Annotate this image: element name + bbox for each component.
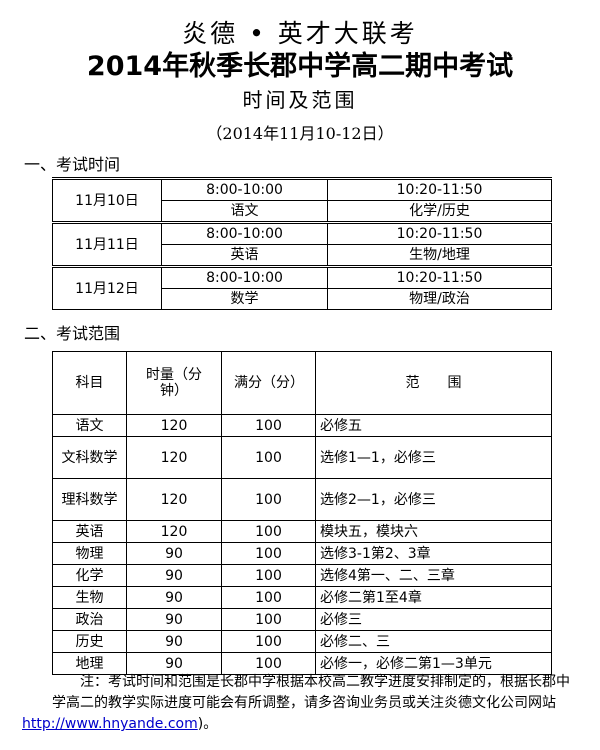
duration: 120: [126, 436, 222, 479]
exam-subject: 数学: [161, 288, 328, 310]
brand-title: 炎德 • 英才大联考: [182, 19, 418, 48]
duration: 90: [126, 586, 222, 609]
full-score: 100: [221, 564, 316, 587]
exam-subject: 物理/政治: [327, 288, 552, 310]
scope: 选修1—1，必修三: [315, 436, 552, 479]
website-link[interactable]: http://www.hnyande.com: [22, 716, 198, 732]
subject: 地理: [52, 652, 127, 675]
subject: 生物: [52, 586, 127, 609]
full-score: 100: [221, 478, 316, 521]
time-slot: 8:00-10:00: [161, 221, 328, 245]
schedule-row: 语文 化学/历史: [53, 200, 552, 223]
section-heading-scope: 二、考试范围: [24, 324, 121, 343]
time-slot: 10:20-11:50: [327, 221, 552, 245]
schedule-row: 11月12日 8:00-10:00 10:20-11:50: [52, 265, 552, 310]
note-text: 注：考试时间和范围是长郡中学根据本校高二教学进度安排制定的，根据长郡中学高二的教…: [52, 674, 570, 711]
schedule-row: 11月10日 8:00-10:00 10:20-11:50: [52, 178, 552, 223]
scope: 模块五，模块六: [315, 520, 552, 543]
duration: 90: [126, 608, 222, 631]
full-score: 100: [221, 630, 316, 653]
table-row: 语文 120 100 必修五: [52, 414, 552, 437]
full-score: 100: [221, 520, 316, 543]
scope: 必修一，必修二第1—3单元: [315, 652, 552, 675]
subject: 语文: [52, 414, 127, 437]
schedule-row: 数学 物理/政治: [53, 288, 552, 310]
table-row: 历史 90 100 必修二、三: [52, 630, 552, 653]
exam-dates: （2014年11月10-12日）: [206, 124, 394, 143]
column-header: 满分（分）: [221, 351, 316, 415]
note-tail: )。: [197, 716, 218, 732]
table-row: 政治 90 100 必修三: [52, 608, 552, 631]
time-slot: 8:00-10:00: [161, 178, 328, 201]
scope: 选修3-1第2、3章: [315, 542, 552, 565]
page-subtitle: 时间及范围: [242, 88, 358, 112]
scope: 必修二、三: [315, 630, 552, 653]
scope-table: 科目 时量（分钟） 满分（分）范 围语文 120 100 必修五 文科数学 120 100 选修1…: [52, 351, 552, 675]
exam-date: 11月12日: [52, 265, 162, 310]
duration: 90: [126, 564, 222, 587]
column-header: 科目: [52, 351, 127, 415]
scope: 选修2—1，必修三: [315, 478, 552, 521]
subject: 历史: [52, 630, 127, 653]
exam-date: 11月11日: [52, 221, 162, 267]
subject: 政治: [52, 608, 127, 631]
full-score: 100: [221, 414, 316, 437]
table-row: 生物 90 100 必修二第1至4章: [52, 586, 552, 609]
subject: 化学: [52, 564, 127, 587]
table-row: 理科数学 120 100 选修2—1，必修三: [52, 478, 552, 521]
table-row: 化学 90 100 选修4第一、二、三章: [52, 564, 552, 587]
schedule-table: 11月10日 8:00-10:00 10:20-11:50 语文 化学/历史 11月…: [52, 177, 552, 310]
duration: 120: [126, 520, 222, 543]
exam-subject: 英语: [161, 244, 328, 267]
subject: 英语: [52, 520, 127, 543]
schedule-row: 11月11日 8:00-10:00 10:20-11:50: [52, 221, 552, 267]
full-score: 100: [221, 608, 316, 631]
footnote: 注：考试时间和范围是长郡中学根据本校高二教学进度安排制定的，根据长郡中学高二的教…: [22, 672, 582, 735]
exam-subject: 语文: [161, 200, 328, 223]
duration: 120: [126, 478, 222, 521]
scope: 必修三: [315, 608, 552, 631]
table-row: 地理 90 100 必修一，必修二第1—3单元: [52, 652, 552, 675]
table-row: 文科数学 120 100 选修1—1，必修三: [52, 436, 552, 479]
table-row: 物理 90 100 选修3-1第2、3章: [52, 542, 552, 565]
duration: 90: [126, 630, 222, 653]
page-title: 2014年秋季长郡中学高二期中考试: [86, 51, 514, 82]
full-score: 100: [221, 436, 316, 479]
scope: 选修4第一、二、三章: [315, 564, 552, 587]
duration: 120: [126, 414, 222, 437]
exam-subject: 化学/历史: [327, 200, 552, 223]
time-slot: 10:20-11:50: [327, 178, 552, 201]
subject: 物理: [52, 542, 127, 565]
subject: 文科数学: [52, 436, 127, 479]
table-row: 英语 120 100 模块五，模块六: [52, 520, 552, 543]
time-slot: 8:00-10:00: [161, 265, 328, 289]
section-heading-schedule: 一、考试时间: [24, 155, 121, 174]
full-score: 100: [221, 542, 316, 565]
time-slot: 10:20-11:50: [327, 265, 552, 289]
scope: 必修五: [315, 414, 552, 437]
subject: 理科数学: [52, 478, 127, 521]
schedule-row: 英语 生物/地理: [53, 244, 552, 267]
column-header: 范 围: [315, 351, 552, 415]
exam-subject: 生物/地理: [327, 244, 552, 267]
scope: 必修二第1至4章: [315, 586, 552, 609]
column-header: 时量（分钟）: [126, 351, 222, 415]
exam-date: 11月10日: [52, 178, 162, 223]
table-header-row: 科目 时量（分钟） 满分（分）范 围: [52, 351, 552, 415]
duration: 90: [126, 542, 222, 565]
full-score: 100: [221, 586, 316, 609]
duration: 90: [126, 652, 222, 675]
